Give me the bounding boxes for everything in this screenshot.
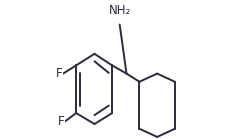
Text: F: F xyxy=(55,67,62,80)
Text: F: F xyxy=(57,115,64,128)
Text: NH₂: NH₂ xyxy=(108,4,130,17)
